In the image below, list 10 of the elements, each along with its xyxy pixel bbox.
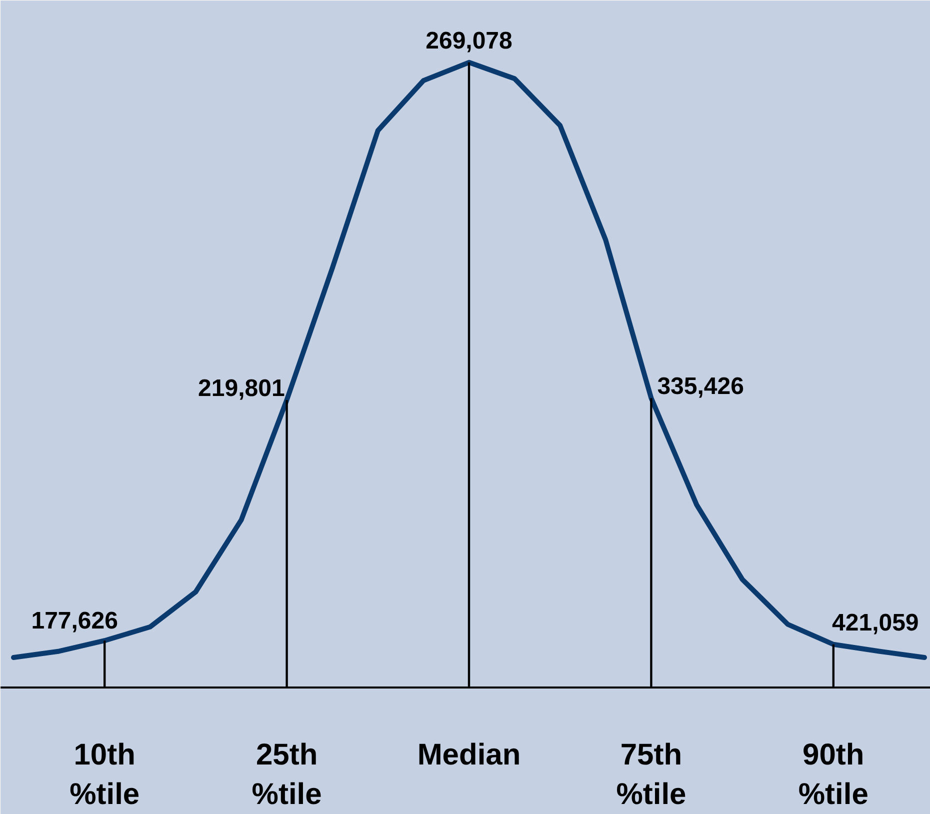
x-tick-label: 75th %tile: [616, 738, 686, 812]
x-tick-label: 25th %tile: [252, 738, 322, 812]
x-tick-label: 10th %tile: [70, 738, 140, 812]
x-tick-label: Median: [417, 738, 521, 772]
annotation: 269,078: [426, 27, 512, 54]
x-tick-label: 90th %tile: [798, 738, 868, 812]
annotation: 177,626: [31, 608, 118, 635]
annotation: 421,059: [832, 609, 919, 636]
annotation: 335,426: [657, 373, 744, 400]
annotation: 219,801: [198, 374, 285, 402]
